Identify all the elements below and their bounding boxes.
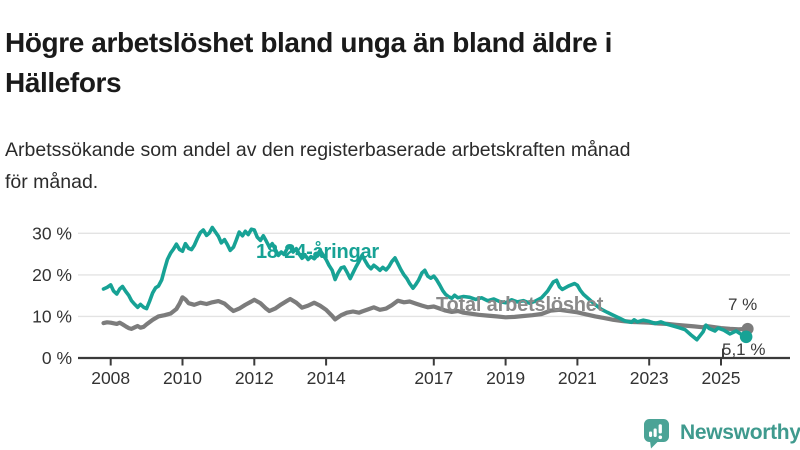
y-tick-label: 0 %	[42, 348, 72, 368]
brand-footer: Newsworthy	[640, 416, 800, 449]
logo-exclamation-icon	[658, 424, 662, 434]
page-title: Högre arbetslöshet bland unga än bland ä…	[5, 23, 793, 103]
x-tick-label: 2012	[235, 368, 274, 388]
subtitle-line-2: för månad.	[5, 170, 99, 193]
series-line-total	[101, 295, 749, 332]
x-tick-label: 2019	[486, 368, 525, 388]
chart-subtitle: Arbetssökande som andel av den registerb…	[5, 134, 793, 198]
y-tick-label: 20 %	[32, 265, 72, 285]
end-value-label-total: 7 %	[728, 295, 758, 314]
x-tick-label: 2008	[91, 368, 130, 388]
series-line-youth	[101, 225, 748, 342]
y-tick-label: 10 %	[32, 306, 72, 326]
series-label-youth: 18-24-åringar	[256, 241, 380, 263]
subtitle-line-1: Arbetssökande som andel av den registerb…	[5, 138, 631, 161]
x-tick-label: 2017	[414, 368, 453, 388]
logo-bar-2	[653, 428, 657, 437]
x-tick-label: 2021	[558, 368, 597, 388]
brand-name: Newsworthy	[680, 420, 800, 444]
end-dot-youth	[739, 330, 753, 344]
x-tick-label: 2023	[630, 368, 669, 388]
x-tick-label: 2025	[702, 368, 741, 388]
newsworthy-logo-icon	[644, 419, 669, 449]
x-tick-label: 2014	[307, 368, 346, 388]
title-line-1: Högre arbetslöshet bland unga än bland ä…	[5, 26, 613, 58]
logo-bar-1	[649, 431, 653, 437]
series-label-total: Total arbetslöshet	[436, 294, 604, 316]
y-tick-label: 30 %	[32, 223, 72, 243]
title-line-2: Hällefors	[5, 66, 122, 98]
x-tick-label: 2010	[163, 368, 202, 388]
end-value-label-youth: 5,1 %	[722, 340, 766, 359]
